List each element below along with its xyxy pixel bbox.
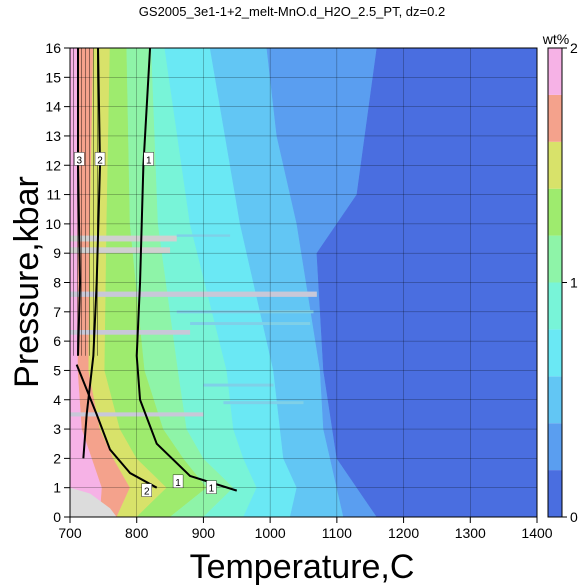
contour-label-box-0 — [74, 152, 85, 166]
y-axis-title: Pressure,kbar — [8, 176, 46, 388]
contour-label-4: 1 — [206, 480, 217, 495]
x-axis: 700 800 900 1000 1100 1200 1300 1400 — [58, 517, 553, 541]
artefact-streak-2 — [70, 291, 317, 297]
y-tick-label-15: 15 — [45, 69, 61, 85]
y-tick-label-0: 0 — [53, 509, 61, 525]
colorbar-tick-label-2: 2 — [570, 40, 578, 56]
colorbar-segment-2 — [548, 376, 562, 424]
artefact-streak-8 — [223, 401, 304, 405]
y-tick-label-2: 2 — [53, 450, 61, 466]
artefact-streak-1 — [70, 247, 171, 254]
y-tick-label-6: 6 — [53, 333, 61, 349]
contour-label-box-4 — [206, 480, 217, 494]
artefact-streak-0 — [70, 235, 177, 242]
x-tick-label-3: 1000 — [255, 525, 286, 541]
y-tick-label-16: 16 — [45, 40, 61, 56]
colorbar-segment-8 — [548, 94, 562, 142]
y-tick-label-7: 7 — [53, 304, 61, 320]
contour-1-lower — [75, 364, 158, 489]
contour-label-text-1: 2 — [97, 155, 103, 166]
contour-label-text-5: 2 — [144, 487, 150, 498]
x-axis-title: Temperature,C — [190, 548, 415, 586]
x-tick-label-0: 700 — [58, 525, 82, 541]
x-tick-label-6: 1300 — [455, 525, 486, 541]
colorbar-segment-1 — [548, 423, 562, 471]
y-tick-label-11: 11 — [46, 187, 61, 203]
y-tick-label-5: 5 — [53, 362, 61, 378]
colorbar-segment-5 — [548, 235, 562, 283]
x-tick-label-7: 1400 — [521, 525, 552, 541]
contour-label-box-3 — [172, 474, 184, 489]
colorbar-label: wt% — [542, 31, 569, 47]
contour-1 — [135, 48, 238, 492]
colorbar: 0 1 2 — [547, 40, 578, 525]
y-tick-label-14: 14 — [45, 99, 61, 115]
contour-overlay: 3 2 1 1 1 2 — [74, 152, 217, 498]
colorbar-segment-0 — [548, 470, 562, 517]
x-tick-label-1: 800 — [125, 525, 149, 541]
y-tick-label-1: 1 — [53, 480, 61, 496]
artefact-streak-7 — [203, 383, 274, 387]
contour-2 — [82, 48, 102, 459]
contour-label-2: 1 — [143, 152, 154, 166]
y-tick-label-12: 12 — [45, 157, 61, 173]
contour-label-text-0: 3 — [77, 155, 83, 166]
colorbar-segment-9 — [548, 48, 562, 95]
colorbar-segment-7 — [548, 141, 562, 189]
y-tick-label-3: 3 — [53, 421, 61, 437]
contour-label-text-4: 1 — [209, 484, 215, 495]
contour-label-box-1 — [94, 152, 106, 166]
x-tick-label-4: 1100 — [322, 525, 352, 541]
no-data-region — [70, 487, 117, 517]
chart-title: GS2005_3e1-1+2_melt-MnO.d_H2O_2.5_PT, dz… — [139, 4, 445, 19]
y-tick-label-8: 8 — [53, 275, 61, 291]
y-tick-label-9: 9 — [53, 245, 61, 261]
contour-label-3: 1 — [172, 474, 184, 489]
colorbar-segment-4 — [548, 282, 562, 330]
colorbar-segment-3 — [548, 329, 562, 377]
y-tick-label-10: 10 — [45, 216, 61, 232]
contour-label-text-2: 1 — [146, 155, 152, 166]
contour-label-text-3: 1 — [175, 478, 181, 489]
x-tick-label-2: 900 — [192, 525, 216, 541]
contour-label-1: 2 — [94, 152, 106, 166]
artefact-streak-3 — [70, 329, 191, 335]
colorbar-tick-label-0: 0 — [570, 509, 578, 525]
artefact-streak-6 — [190, 322, 311, 326]
contour-label-5: 2 — [141, 483, 152, 498]
contour-label-box-5 — [141, 483, 152, 497]
y-tick-label-13: 13 — [45, 128, 61, 144]
colorbar-segment-6 — [548, 188, 562, 236]
x-tick-label-5: 1200 — [388, 525, 419, 541]
contour-label-box-2 — [143, 152, 154, 166]
contour-label-0: 3 — [74, 152, 85, 166]
colorbar-tick-label-1: 1 — [570, 275, 578, 291]
y-tick-label-4: 4 — [53, 392, 61, 408]
